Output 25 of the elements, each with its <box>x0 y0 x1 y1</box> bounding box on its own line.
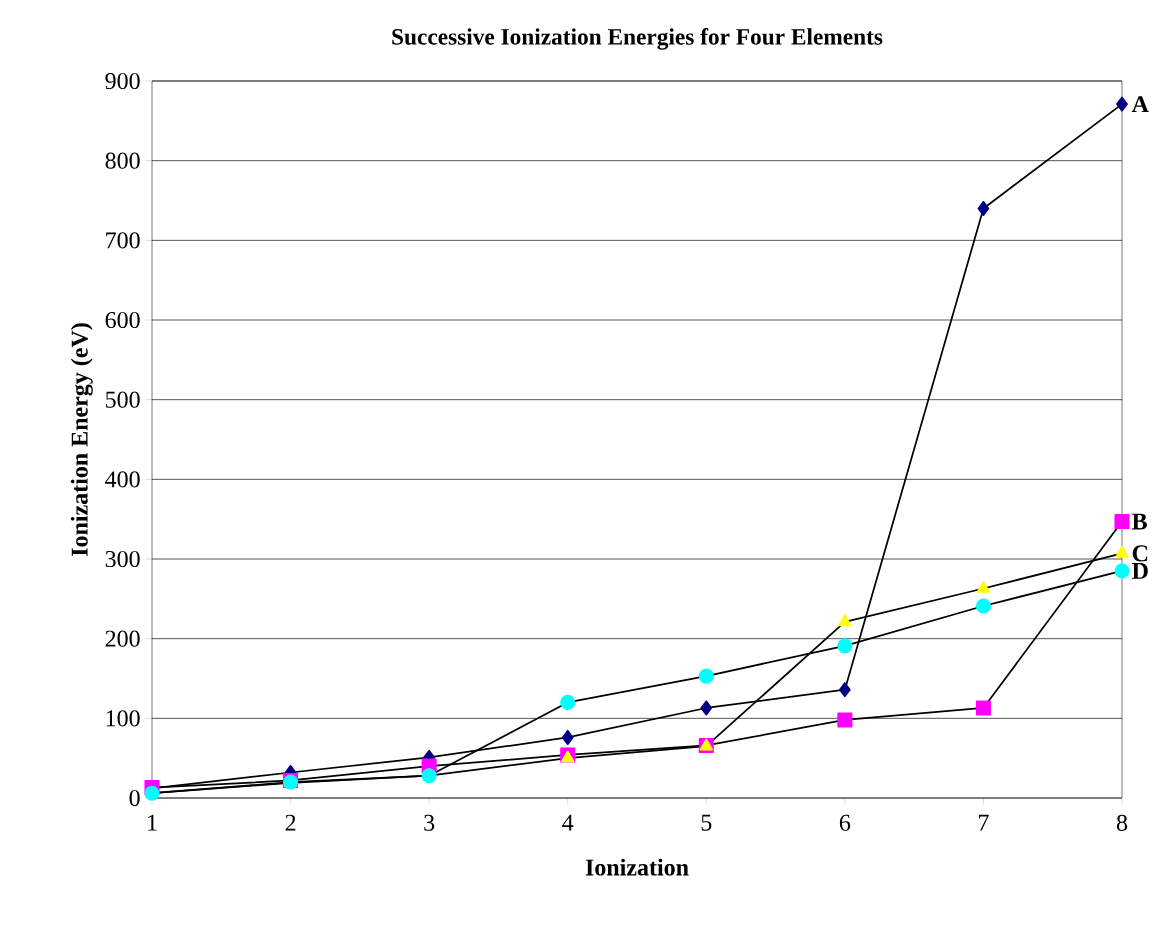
x-tick-label: 4 <box>562 814 574 831</box>
y-tick-label: 500 <box>106 391 140 408</box>
series-label: D <box>1132 563 1148 579</box>
y-tick-label: 100 <box>106 710 140 727</box>
x-tick-label: 6 <box>839 814 851 831</box>
y-axis-title: Ionization Energy (eV) <box>70 323 93 557</box>
x-tick-label: 5 <box>701 814 712 831</box>
y-tick-label: 200 <box>105 630 140 647</box>
series-label: B <box>1132 513 1147 530</box>
x-tick-label: 7 <box>979 814 989 831</box>
y-tick-label: 400 <box>105 471 140 488</box>
x-tick-label: 3 <box>424 814 435 831</box>
y-tick-label: 600 <box>105 311 140 329</box>
chart-title: Successive Ionization Energies for Four Elements <box>392 28 883 50</box>
y-tick-label: 800 <box>105 152 140 169</box>
y-tick-label: 700 <box>106 232 140 249</box>
x-tick-label: 2 <box>285 814 296 831</box>
y-tick-label: 900 <box>105 72 140 90</box>
x-tick-label: 8 <box>1116 814 1128 831</box>
y-tick-label: 0 <box>129 789 140 807</box>
x-tick-label: 1 <box>148 814 157 831</box>
series-label: C <box>1132 545 1148 562</box>
y-tick-label: 300 <box>105 550 140 568</box>
series-label: A <box>1131 96 1149 113</box>
x-axis-title: Ionization <box>585 858 689 876</box>
